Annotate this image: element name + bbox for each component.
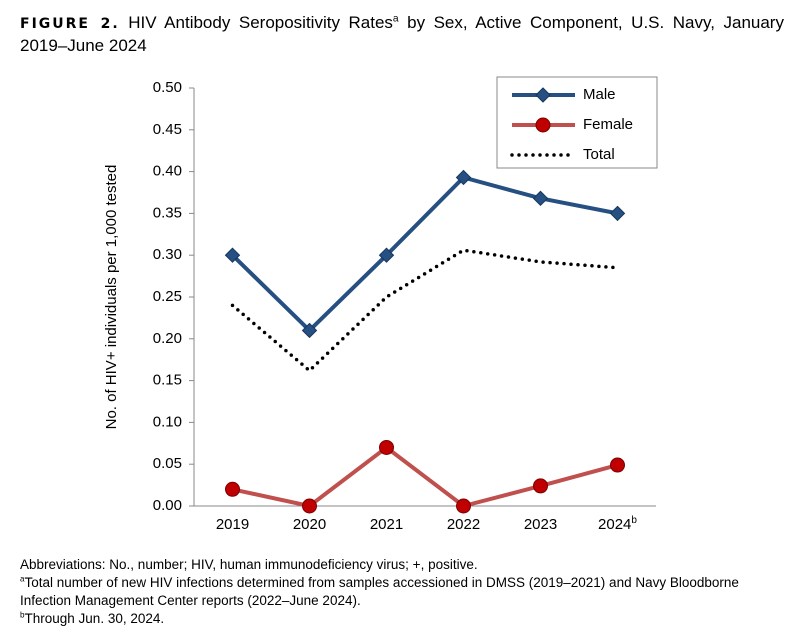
series-line — [230, 248, 620, 373]
category: 2021 — [370, 516, 403, 533]
x-tick-label: 2023 — [524, 516, 557, 533]
category: 2023 — [524, 516, 557, 533]
y-tick-label: 0.25 — [153, 288, 182, 305]
note: Abbreviations: No., number; HIV, human i… — [20, 556, 760, 574]
x-tick-label: 2020 — [293, 516, 326, 533]
title: FIGURE 2. HIV Antibody Seropositivity Ra… — [20, 12, 784, 56]
point — [535, 117, 551, 133]
point — [455, 169, 472, 186]
y-tick-label: 0.50 — [153, 79, 182, 96]
point — [378, 247, 395, 263]
y-tick-label: 0.20 — [153, 330, 182, 347]
legend-label: Female — [583, 116, 633, 133]
y-tick-label: 0.40 — [153, 163, 182, 180]
series-line — [231, 175, 618, 334]
y-tick-label: 0.10 — [153, 413, 182, 430]
legend-box — [496, 76, 658, 169]
category: 2019 — [216, 516, 249, 533]
point — [609, 205, 626, 222]
x-tick-label: 2024b — [598, 515, 637, 533]
y-tick-label: 0.05 — [153, 455, 182, 472]
title-superscript: a — [392, 13, 399, 25]
point — [224, 247, 241, 263]
category-superscript: b — [631, 515, 637, 526]
figure-label: FIGURE 2. — [20, 16, 120, 32]
notes: Abbreviations: No., number; HIV, human i… — [20, 556, 760, 628]
point — [225, 481, 240, 497]
x-tick-label: 2021 — [370, 516, 403, 533]
point — [302, 498, 317, 514]
series-line — [232, 444, 619, 509]
point — [532, 190, 549, 207]
y-tick-label: 0.45 — [153, 121, 182, 138]
point — [610, 457, 625, 473]
y-axis-label: No. of HIV+ individuals per 1,000 tested — [103, 165, 120, 430]
point — [379, 439, 394, 455]
title-rest: by Sex, Active Component, U.S. Navy, Jan… — [20, 13, 784, 55]
note-mark: a — [20, 574, 25, 584]
y-tick-label: 0.30 — [153, 246, 182, 263]
point — [301, 322, 318, 339]
category: 2020 — [293, 516, 326, 533]
category: 2022 — [447, 516, 480, 533]
note: aTotal number of new HIV infections dete… — [20, 574, 760, 610]
point — [535, 87, 551, 103]
note-text: Total number of new HIV infections deter… — [20, 575, 739, 608]
chart-title: HIV Antibody Seropositivity Rates — [128, 13, 393, 32]
note-text: Through Jun. 30, 2024. — [24, 611, 165, 626]
note-text: Abbreviations: No., number; HIV, human i… — [20, 557, 478, 572]
note: bThrough Jun. 30, 2024. — [20, 610, 760, 628]
legend-label: Male — [583, 86, 616, 103]
y-tick-label: 0.15 — [153, 372, 182, 389]
note-mark: b — [20, 610, 25, 620]
x-tick-label: 2019 — [216, 516, 249, 533]
y-tick-label: 0.00 — [153, 497, 182, 514]
point — [456, 498, 471, 514]
x-tick-label: 2022 — [447, 516, 480, 533]
point — [533, 478, 548, 494]
category: 2024 — [598, 516, 631, 533]
legend-label: Total — [583, 146, 615, 163]
y-tick-label: 0.35 — [153, 204, 182, 221]
